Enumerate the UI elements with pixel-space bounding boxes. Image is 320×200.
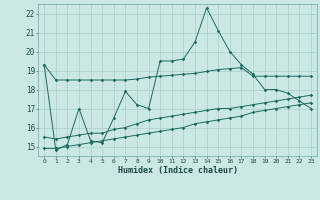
X-axis label: Humidex (Indice chaleur): Humidex (Indice chaleur) <box>118 166 238 175</box>
